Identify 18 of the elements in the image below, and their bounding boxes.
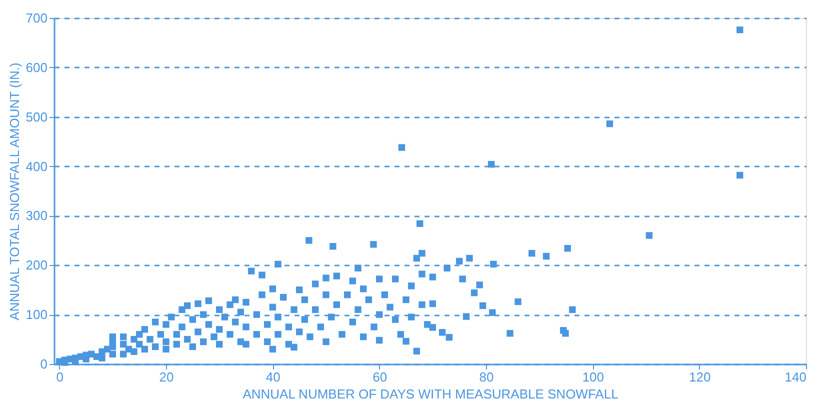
x-tick-label: 40 (266, 370, 280, 384)
y-tick-label: 300 (26, 208, 48, 224)
x-tick-label: 100 (582, 370, 604, 384)
x-tick-label: 60 (372, 370, 388, 384)
x-tick-label: 120 (688, 370, 711, 384)
y-tick-label: 500 (26, 109, 48, 124)
x-tick-label: 140 (784, 370, 806, 384)
y-tick-label: 0 (40, 356, 48, 372)
y-axis-title: ANNUAL TOTAL SNOWFALL AMOUNT (IN.) (6, 62, 22, 320)
y-tick-label: 700 (26, 10, 48, 26)
x-tick-label: 0 (56, 370, 64, 384)
y-tick-label: 100 (26, 307, 48, 322)
x-tick-label: 80 (479, 370, 494, 384)
y-tick-label: 200 (26, 258, 48, 273)
x-axis-title: ANNUAL NUMBER OF DAYS WITH MEASURABLE SNOWFALL (242, 386, 618, 402)
y-tick-label: 600 (26, 60, 48, 75)
y-tick-label: 400 (26, 158, 48, 174)
x-tick-label: 20 (159, 370, 174, 384)
